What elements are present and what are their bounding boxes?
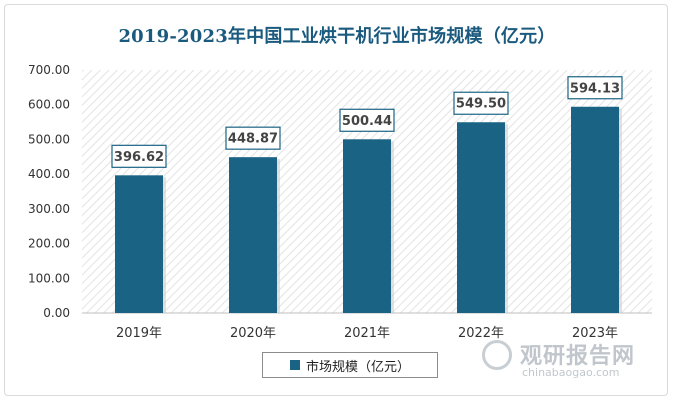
watermark-logo-icon <box>482 340 512 370</box>
data-label: 500.44 <box>342 114 392 129</box>
data-label-box <box>111 144 167 168</box>
x-tick-label: 2020年 <box>230 326 276 341</box>
y-tick-label: 200.00 <box>28 237 70 251</box>
legend-swatch <box>289 360 300 370</box>
bar <box>571 106 619 313</box>
legend-label: 市场规模（亿元） <box>305 359 410 375</box>
x-tick-label: 2023年 <box>572 326 618 341</box>
legend: 市场规模（亿元） <box>262 352 438 378</box>
data-label: 594.13 <box>570 81 620 96</box>
data-label-box <box>453 91 509 115</box>
data-label: 549.50 <box>456 97 506 112</box>
bar <box>115 175 163 313</box>
y-tick-label: 400.00 <box>28 167 70 181</box>
bar <box>229 157 277 313</box>
bar <box>457 122 505 314</box>
x-tick-label: 2022年 <box>458 326 504 341</box>
y-tick-label: 700.00 <box>28 63 70 77</box>
y-tick-label: 0.00 <box>43 306 70 320</box>
data-label: 396.62 <box>114 150 164 165</box>
data-label: 448.87 <box>228 132 278 147</box>
y-tick-label: 500.00 <box>28 132 70 146</box>
y-tick-label: 300.00 <box>28 202 70 216</box>
watermark: 观研报告网 chinabaogao.com <box>482 338 642 382</box>
chart-title: 2019-2023年中国工业烘干机行业市场规模（亿元） <box>118 26 556 47</box>
y-tick-label: 100.00 <box>28 271 70 285</box>
bar <box>343 139 391 313</box>
data-label-box <box>225 126 281 150</box>
data-label-box <box>339 108 395 132</box>
watermark-text: 观研报告网 <box>520 344 636 369</box>
data-label-box <box>567 76 623 100</box>
x-tick-label: 2021年 <box>344 326 390 341</box>
watermark-url: chinabaogao.com <box>522 366 620 379</box>
x-tick-label: 2019年 <box>116 326 162 341</box>
y-tick-label: 600.00 <box>28 98 70 112</box>
